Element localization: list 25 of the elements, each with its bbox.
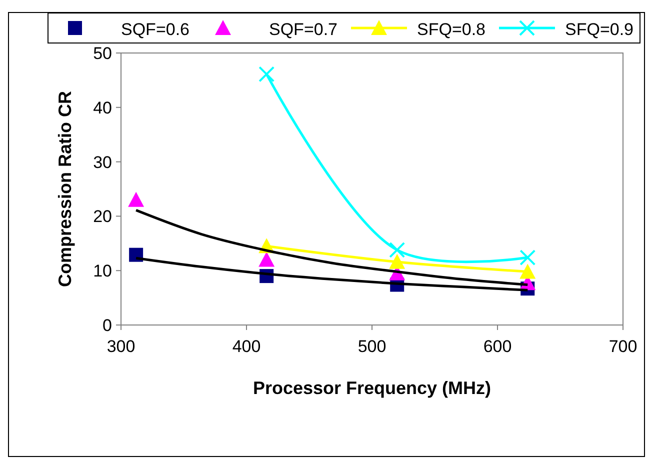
x-axis-title: Processor Frequency (MHz) (252, 378, 492, 398)
point (258, 252, 275, 267)
x-tick-label: 700 (608, 337, 638, 356)
legend-label: SQF=0.6 (121, 20, 190, 39)
x-tick-label: 500 (358, 337, 386, 356)
legend-label: SFQ=0.9 (565, 20, 634, 39)
y-tick-label: 20 (93, 207, 112, 226)
legend-label: SQF=0.7 (269, 20, 338, 39)
point (389, 242, 406, 258)
legend-label: SFQ=0.8 (417, 20, 486, 39)
x-tick-label: 300 (106, 337, 136, 356)
y-tick-label: 0 (102, 316, 112, 335)
y-tick-label: 30 (93, 152, 112, 172)
y-tick-label: 50 (93, 44, 112, 63)
y-axis-title: Compression Ratio CR (55, 90, 75, 288)
point (258, 66, 275, 82)
point (520, 264, 536, 279)
point (389, 254, 406, 269)
point (128, 192, 144, 207)
point (129, 248, 144, 262)
y-tick-label: 40 (93, 98, 112, 118)
point (520, 250, 536, 266)
y-tick-label: 10 (93, 262, 112, 281)
x-tick-label: 400 (232, 337, 261, 356)
x-tick-label: 600 (483, 337, 512, 356)
